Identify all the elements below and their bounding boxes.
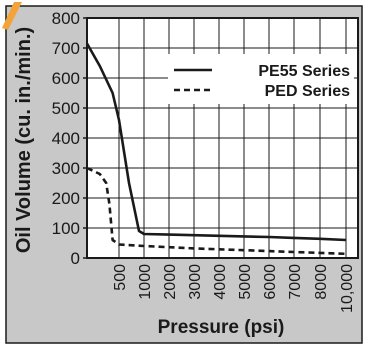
y-tick-label-6: 600: [52, 69, 80, 88]
y-axis-label: Oil Volume (cu. in./min.): [13, 27, 35, 253]
x-axis-label: Pressure (psi): [158, 317, 285, 338]
x-tick-label-4: 4000: [212, 264, 229, 300]
x-tick-label-9: 10,000: [339, 264, 356, 313]
y-tick-labels: 0 100 200 300 400 500 600 700 800: [52, 9, 80, 268]
axes-layer: [83, 17, 359, 259]
y-tick-label-8: 800: [52, 9, 80, 28]
x-tick-label-3: 3000: [187, 264, 204, 300]
legend-background: [168, 54, 354, 104]
legend-label-1: PED Series: [265, 83, 350, 100]
x-tick-label-7: 7000: [287, 264, 304, 300]
corner-accent-mark: [2, 2, 22, 30]
x-tick-label-5: 5000: [237, 264, 254, 300]
x-tick-label-2: 2000: [162, 264, 179, 300]
legend: PE55 Series PED Series: [168, 54, 354, 104]
y-tick-label-0: 0: [71, 249, 80, 268]
series-layer: [85, 42, 347, 256]
y-tick-label-3: 300: [52, 159, 80, 178]
y-tick-label-4: 400: [52, 129, 80, 148]
x-tick-label-0: 500: [112, 264, 129, 291]
series-line-ped-series: [86, 166, 347, 256]
y-tick-label-1: 100: [52, 219, 80, 238]
y-tick-label-2: 200: [52, 189, 80, 208]
x-tick-label-6: 6000: [262, 264, 279, 300]
series-line-pe55-series: [85, 42, 347, 242]
y-tick-label-7: 700: [52, 39, 80, 58]
legend-label-0: PE55 Series: [258, 63, 350, 80]
x-tick-labels: 500 1000 2000 3000 4000 5000 6000 7000 8000 10,00…: [112, 264, 356, 313]
x-tick-label-1: 1000: [137, 264, 154, 300]
y-tick-label-5: 500: [52, 99, 80, 118]
x-tick-label-8: 8000: [313, 264, 330, 300]
